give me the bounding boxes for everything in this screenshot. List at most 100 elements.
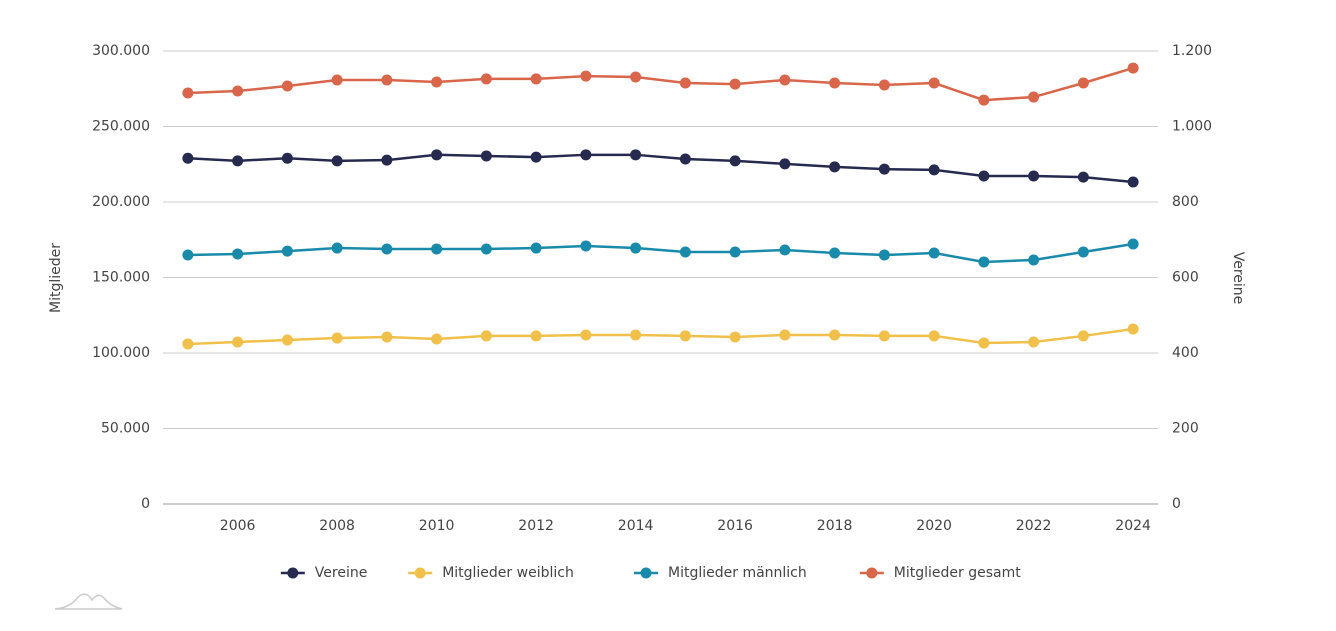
data-point: [1028, 336, 1040, 348]
data-point: [1127, 323, 1139, 335]
data-point: [779, 74, 791, 86]
y2-tick-label: 200: [1172, 421, 1199, 437]
data-point: [630, 242, 642, 254]
data-point: [331, 332, 343, 344]
y-tick-label: 300.000: [92, 43, 150, 59]
data-point: [530, 151, 542, 163]
series-line: [187, 242, 1134, 264]
series-line: [187, 327, 1134, 346]
legend-marker: [414, 567, 426, 579]
data-point: [1127, 238, 1139, 250]
data-point: [331, 242, 343, 254]
y2-tick-label: 1.200: [1172, 43, 1212, 59]
series-line: [187, 153, 1134, 184]
y-axis-label: Mitglieder: [48, 243, 64, 313]
data-point: [878, 79, 890, 91]
data-point: [878, 330, 890, 342]
data-point: [580, 70, 592, 82]
data-point: [232, 155, 244, 167]
legend-label: Mitglieder weiblich: [442, 565, 574, 581]
data-point: [1028, 91, 1040, 103]
data-point: [1127, 176, 1139, 188]
data-point: [1028, 254, 1040, 266]
data-point: [331, 74, 343, 86]
data-point: [480, 330, 492, 342]
data-point: [679, 246, 691, 258]
data-point: [281, 80, 293, 92]
y-tick-label: 50.000: [101, 421, 150, 437]
data-point: [679, 153, 691, 165]
data-point: [381, 243, 393, 255]
data-point: [182, 152, 194, 164]
x-tick-label: 2006: [220, 518, 256, 534]
data-point: [779, 158, 791, 170]
x-tick-label: 2008: [319, 518, 355, 534]
logo: [54, 593, 123, 610]
data-point: [878, 163, 890, 175]
data-point: [829, 329, 841, 341]
data-point: [431, 149, 443, 161]
data-point: [829, 77, 841, 89]
legend-marker: [640, 567, 652, 579]
y-tick-label: 250.000: [92, 119, 150, 135]
data-point: [1077, 77, 1089, 89]
data-point: [978, 256, 990, 268]
x-tick-label: 2012: [518, 518, 554, 534]
x-tick-label: 2024: [1115, 518, 1151, 534]
data-point: [679, 77, 691, 89]
data-point: [232, 85, 244, 97]
data-point: [480, 150, 492, 162]
data-point: [1077, 330, 1089, 342]
data-point: [630, 149, 642, 161]
data-point: [779, 329, 791, 341]
y2-tick-label: 600: [1172, 270, 1199, 286]
data-point: [729, 331, 741, 343]
data-point: [729, 246, 741, 258]
data-point: [1077, 246, 1089, 258]
data-point: [480, 73, 492, 85]
data-point: [281, 334, 293, 346]
data-point: [1077, 171, 1089, 183]
data-point: [779, 244, 791, 256]
x-tick-label: 2014: [618, 518, 654, 534]
data-point: [580, 149, 592, 161]
legend-label: Mitglieder männlich: [668, 565, 807, 581]
data-point: [431, 333, 443, 345]
x-tick-label: 2018: [817, 518, 853, 534]
data-point: [580, 329, 592, 341]
data-point: [729, 155, 741, 167]
data-point: [878, 249, 890, 261]
data-point: [978, 337, 990, 349]
data-point: [182, 249, 194, 261]
data-point: [978, 170, 990, 182]
data-point: [978, 94, 990, 106]
y2-tick-label: 800: [1172, 194, 1199, 210]
data-point: [530, 73, 542, 85]
data-point: [580, 240, 592, 252]
data-point: [928, 164, 940, 176]
data-point: [928, 77, 940, 89]
data-point: [928, 330, 940, 342]
data-point: [281, 245, 293, 257]
data-point: [729, 78, 741, 90]
data-point: [679, 330, 691, 342]
y2-tick-label: 1.000: [1172, 119, 1212, 135]
data-point: [1028, 170, 1040, 182]
data-point: [829, 161, 841, 173]
data-point: [331, 155, 343, 167]
y-tick-label: 150.000: [92, 270, 150, 286]
data-point: [182, 338, 194, 350]
data-point: [381, 74, 393, 86]
data-point: [829, 247, 841, 259]
legend-label: Vereine: [315, 565, 368, 581]
data-point: [530, 330, 542, 342]
y-tick-label: 200.000: [92, 194, 150, 210]
legend-label: Mitglieder gesamt: [894, 565, 1021, 581]
y2-tick-label: 0: [1172, 496, 1181, 512]
data-point: [182, 87, 194, 99]
y2-tick-label: 400: [1172, 345, 1199, 361]
data-point: [630, 71, 642, 83]
data-point: [381, 331, 393, 343]
data-point: [381, 154, 393, 166]
